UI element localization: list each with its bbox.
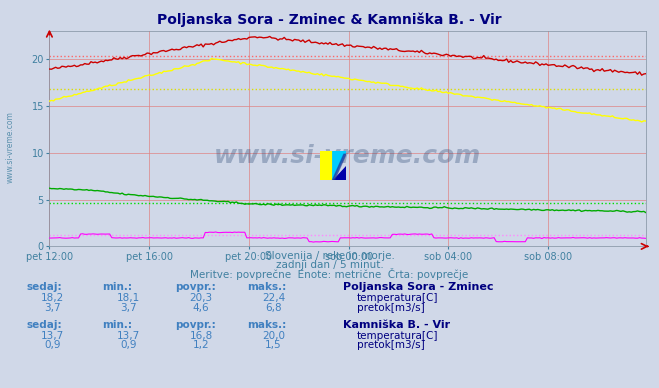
Text: 6,8: 6,8 xyxy=(265,303,282,313)
Text: 20,3: 20,3 xyxy=(189,293,213,303)
Text: povpr.:: povpr.: xyxy=(175,320,215,330)
Text: zadnji dan / 5 minut.: zadnji dan / 5 minut. xyxy=(275,260,384,270)
Text: 18,2: 18,2 xyxy=(41,293,65,303)
Text: 16,8: 16,8 xyxy=(189,331,213,341)
Text: 1,5: 1,5 xyxy=(265,340,282,350)
Text: www.si-vreme.com: www.si-vreme.com xyxy=(5,111,14,184)
Text: 13,7: 13,7 xyxy=(41,331,65,341)
Text: min.:: min.: xyxy=(102,320,132,330)
Text: 18,1: 18,1 xyxy=(117,293,140,303)
Text: 4,6: 4,6 xyxy=(192,303,210,313)
Text: maks.:: maks.: xyxy=(247,320,287,330)
Polygon shape xyxy=(333,151,346,180)
Text: Slovenija / reke in morje.: Slovenija / reke in morje. xyxy=(264,251,395,262)
Text: 22,4: 22,4 xyxy=(262,293,285,303)
Text: Meritve: povprečne  Enote: metrične  Črta: povprečje: Meritve: povprečne Enote: metrične Črta:… xyxy=(190,268,469,281)
Text: 13,7: 13,7 xyxy=(117,331,140,341)
Text: 3,7: 3,7 xyxy=(44,303,61,313)
Text: temperatura[C]: temperatura[C] xyxy=(357,293,439,303)
Text: Kamniška B. - Vir: Kamniška B. - Vir xyxy=(343,320,450,330)
Text: 0,9: 0,9 xyxy=(120,340,137,350)
Text: povpr.:: povpr.: xyxy=(175,282,215,293)
Bar xyxy=(320,151,333,180)
Text: maks.:: maks.: xyxy=(247,282,287,293)
Text: pretok[m3/s]: pretok[m3/s] xyxy=(357,340,425,350)
Text: www.si-vreme.com: www.si-vreme.com xyxy=(214,144,481,168)
Text: min.:: min.: xyxy=(102,282,132,293)
Text: Poljanska Sora - Zminec: Poljanska Sora - Zminec xyxy=(343,282,493,293)
Text: temperatura[C]: temperatura[C] xyxy=(357,331,439,341)
Text: sedaj:: sedaj: xyxy=(26,320,62,330)
Text: Poljanska Sora - Zminec & Kamniška B. - Vir: Poljanska Sora - Zminec & Kamniška B. - … xyxy=(158,12,501,27)
Text: 20,0: 20,0 xyxy=(262,331,285,341)
Text: 1,2: 1,2 xyxy=(192,340,210,350)
Text: 0,9: 0,9 xyxy=(44,340,61,350)
Polygon shape xyxy=(333,166,346,180)
Text: 3,7: 3,7 xyxy=(120,303,137,313)
Polygon shape xyxy=(332,154,346,180)
Text: pretok[m3/s]: pretok[m3/s] xyxy=(357,303,425,313)
Text: sedaj:: sedaj: xyxy=(26,282,62,293)
